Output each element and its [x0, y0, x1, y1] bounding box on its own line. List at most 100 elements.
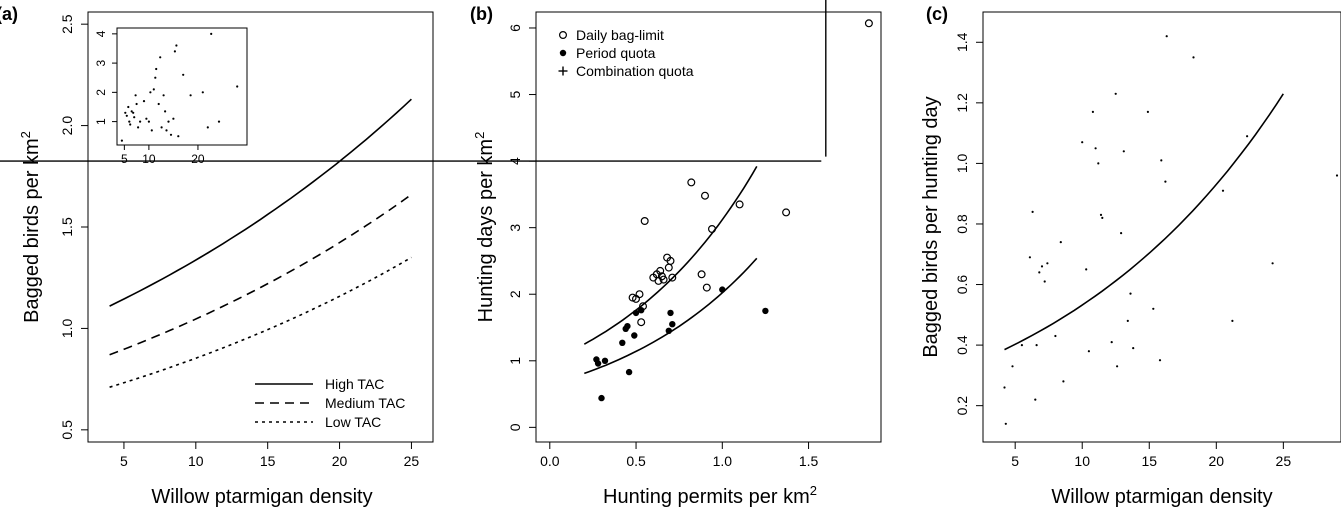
- data-point: [1146, 110, 1149, 113]
- data-point: [1059, 241, 1062, 244]
- legend-label: Daily bag-limit: [576, 27, 664, 43]
- legend-label: Low TAC: [325, 414, 381, 430]
- panel-b-x-axis-title-sup: 2: [810, 483, 817, 498]
- panel-b-x-axis-title: Hunting permits per km2: [603, 483, 817, 508]
- panel-b: (b) 0.0 0.5 1.0 1.5 0 1 2 3 4 5 6 Hunting permits…: [0, 0, 882, 508]
- data-point: [1122, 150, 1125, 153]
- panel-a-y-ticks: 0.5 1.0 1.5 2.0 2.5: [59, 14, 88, 440]
- panel-a-y-tick-label: 1.0: [59, 318, 75, 338]
- data-point: [1011, 365, 1014, 368]
- series-line-medium-tac: [109, 193, 412, 356]
- inset-point: [162, 94, 165, 97]
- panel-c-curve: [1004, 93, 1284, 351]
- panel-b-x-ticks: 0.0 0.5 1.0 1.5: [540, 442, 818, 469]
- panel-c-y-tick-label: 0.4: [954, 335, 970, 355]
- panel-c-x-tick-label: 25: [1276, 453, 1292, 469]
- legend-label: Medium TAC: [325, 395, 405, 411]
- point-daily-bag-limit: [666, 256, 675, 265]
- inset-point: [182, 73, 185, 76]
- inset-point: [152, 88, 155, 91]
- point-period-quota: [594, 360, 602, 367]
- fitted-curve: [1004, 93, 1284, 351]
- data-point: [1221, 189, 1225, 192]
- panel-a-legend: High TAC Medium TAC Low TAC: [255, 376, 405, 430]
- inset-point: [177, 135, 180, 138]
- data-point: [1081, 141, 1084, 144]
- panel-b-y-tick-label: 3: [507, 224, 523, 232]
- inset-point: [167, 120, 170, 123]
- panel-c-x-tick-label: 10: [1074, 453, 1090, 469]
- panel-c-plot-frame: [982, 11, 1341, 443]
- inset-point: [150, 129, 153, 132]
- inset-y-tick-label: 3: [94, 59, 108, 66]
- point-period-quota: [762, 307, 769, 315]
- inset-y-tick-label: 1: [94, 118, 108, 125]
- data-point: [1003, 386, 1006, 389]
- panel-b-y-tick-label: 0: [507, 423, 523, 431]
- inset-y-tick-label: 2: [94, 89, 108, 96]
- data-point: [1035, 344, 1038, 347]
- panel-c-y-axis-title: Bagged birds per hunting day: [920, 96, 942, 357]
- panel-b-x-tick-label: 1.0: [713, 453, 733, 469]
- panel-b-plot-frame: [535, 11, 882, 443]
- inset-x-ticks: 5 10 20: [121, 145, 205, 166]
- point-daily-bag-limit: [864, 19, 873, 28]
- inset-point: [135, 102, 138, 106]
- point-period-quota: [619, 339, 626, 346]
- inset-point: [169, 133, 173, 136]
- data-point: [1246, 135, 1249, 138]
- inset-point: [132, 111, 135, 114]
- inset-point: [164, 110, 167, 113]
- panel-a-x-ticks: 5 10 15 20 25: [120, 442, 419, 469]
- panel-b-y-axis-title-group: Hunting days per km2: [472, 132, 497, 323]
- panel-a-y-axis-title: Bagged birds per km2: [18, 131, 43, 323]
- point-daily-bag-limit: [664, 263, 673, 272]
- inset-point: [189, 94, 192, 97]
- inset-point: [127, 105, 130, 109]
- point-daily-bag-limit: [735, 200, 744, 209]
- data-point: [1132, 347, 1135, 350]
- data-point: [1043, 280, 1046, 283]
- legend-label: High TAC: [325, 376, 384, 392]
- legend-label: Period quota: [576, 45, 656, 61]
- panel-b-x-tick-label: 0.0: [540, 453, 560, 469]
- point-daily-bag-limit: [700, 191, 709, 200]
- panel-c-y-tick-label: 1.0: [954, 153, 970, 173]
- data-point: [1126, 319, 1129, 322]
- point-period-quota: [669, 321, 676, 328]
- panel-b-y-axis-title-text: Hunting days per km: [475, 139, 497, 322]
- inset-point: [236, 85, 239, 88]
- inset-point: [154, 76, 157, 79]
- data-point: [1028, 256, 1031, 259]
- point-period-quota: [625, 368, 633, 376]
- data-point: [1046, 262, 1049, 265]
- point-period-quota: [601, 357, 609, 364]
- inset-points: [120, 32, 239, 142]
- panel-b-x-tick-label: 1.5: [799, 453, 819, 469]
- panel-a-y-axis-title-group: Bagged birds per km2: [18, 131, 43, 323]
- inset-point: [125, 114, 128, 117]
- panel-b-y-axis-title-sup: 2: [472, 132, 487, 139]
- panel-a-x-tick-label: 10: [188, 453, 204, 469]
- panel-b-y-tick-label: 2: [507, 290, 523, 298]
- panel-c-y-ticks: 0.2 0.4 0.6 0.8 1.0 1.2 1.4: [954, 32, 983, 415]
- point-period-quota: [631, 332, 638, 339]
- point-period-quota: [624, 323, 631, 330]
- panel-c-y-tick-label: 0.6: [954, 275, 970, 295]
- inset-point: [157, 102, 160, 106]
- inset-point: [155, 67, 158, 71]
- panel-a-y-tick-label: 1.5: [59, 217, 75, 237]
- panel-a-x-tick-label: 15: [260, 453, 276, 469]
- inset-x-tick-label: 10: [142, 152, 156, 166]
- inset-point: [124, 111, 127, 114]
- panel-c-x-tick-label: 5: [1011, 453, 1019, 469]
- data-point: [1097, 162, 1100, 165]
- panel-b-y-tick-label: 1: [507, 357, 523, 365]
- legend-label: Combination quota: [576, 63, 694, 79]
- inset-point: [173, 50, 176, 53]
- inset-frame: [116, 27, 248, 146]
- data-point: [1040, 265, 1044, 268]
- data-point: [1158, 359, 1162, 362]
